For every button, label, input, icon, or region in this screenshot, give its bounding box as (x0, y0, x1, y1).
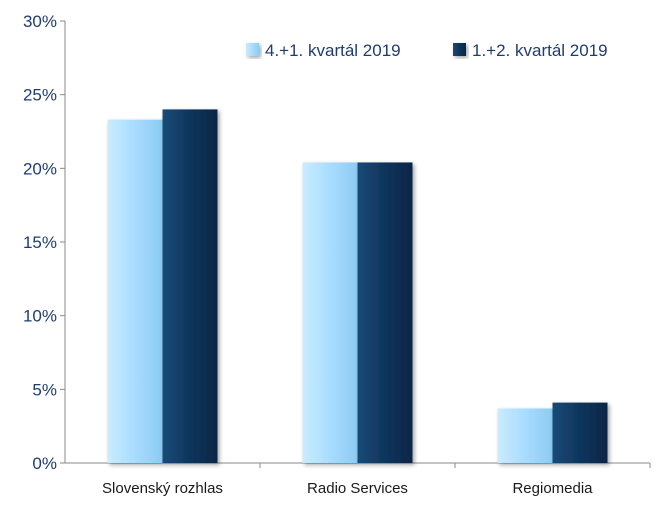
legend-swatch-1 (453, 43, 466, 56)
y-tick-label: 15% (23, 233, 57, 252)
y-tick-label: 0% (32, 454, 57, 473)
legend-swatch-0 (246, 43, 259, 56)
legend-label-0: 4.+1. kvartál 2019 (265, 41, 401, 60)
legend: 4.+1. kvartál 2019 1.+2. kvartál 2019 (246, 41, 608, 60)
bar-0-0 (107, 119, 163, 464)
x-tick-label: Radio Services (307, 480, 408, 497)
y-tick-label: 30% (23, 12, 57, 31)
bar-0-1 (162, 109, 218, 464)
y-tick-label: 20% (23, 159, 57, 178)
bar-1-1 (357, 162, 413, 463)
y-tick-label: 25% (23, 86, 57, 105)
y-tick-label: 10% (23, 307, 57, 326)
y-tick-label: 5% (32, 380, 57, 399)
legend-label-1: 1.+2. kvartál 2019 (472, 41, 608, 60)
labels: 0% 5% 10% 15% 20% 25% 30% Slovenský rozhlas Radi… (23, 12, 593, 497)
bars (107, 109, 608, 464)
bar-2-1 (552, 402, 608, 463)
bar-2-0 (497, 408, 553, 463)
x-tick-label: Regiomedia (512, 480, 593, 497)
bar-1-0 (302, 162, 358, 463)
x-tick-label: Slovenský rozhlas (102, 480, 223, 497)
